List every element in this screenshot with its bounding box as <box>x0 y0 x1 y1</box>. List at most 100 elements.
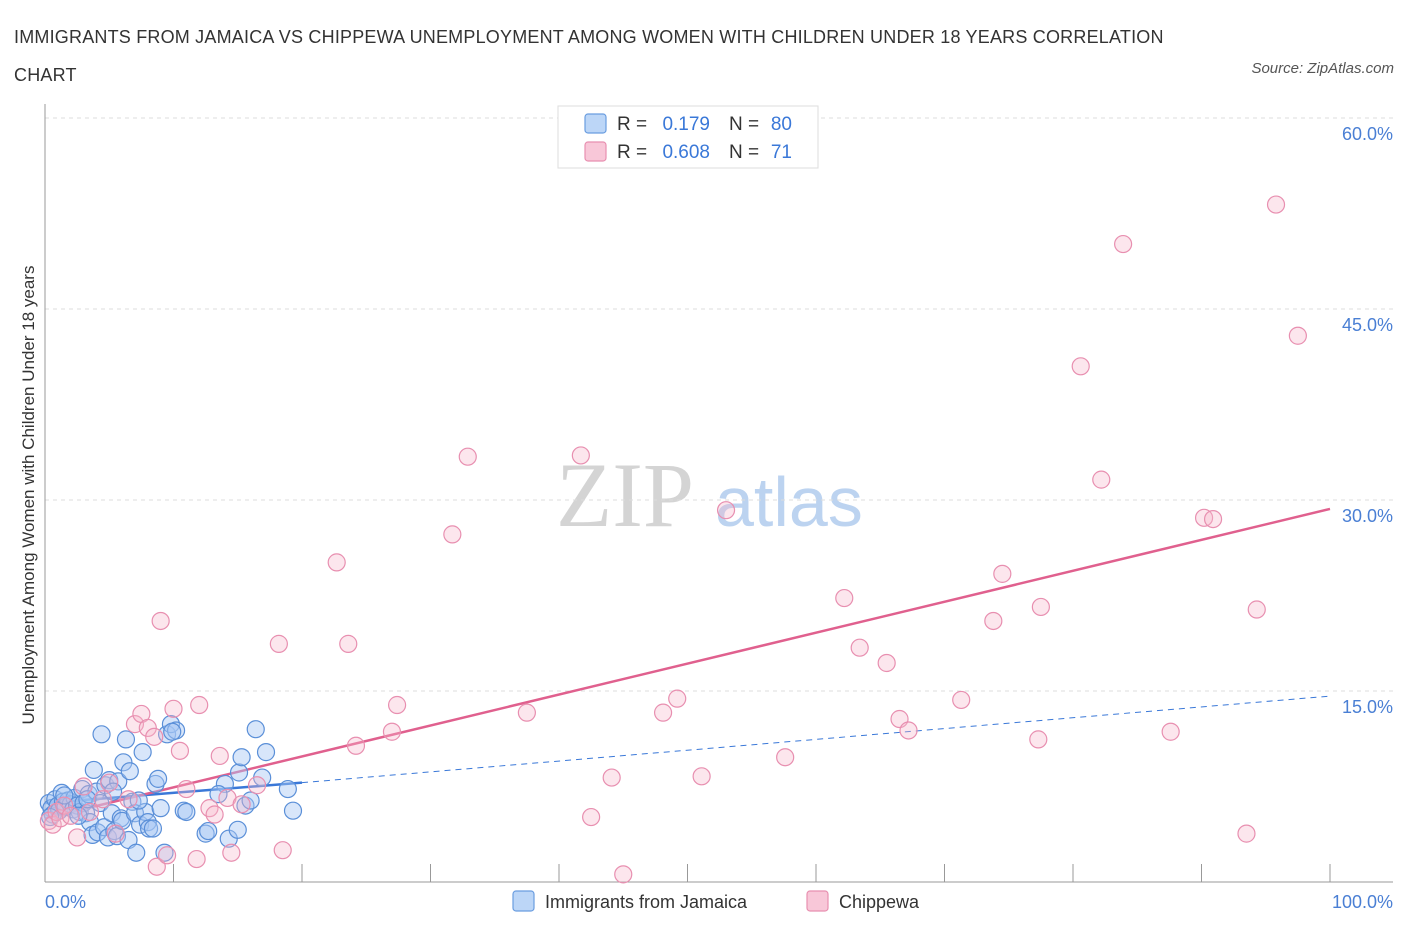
point-jamaica-67 <box>246 720 265 739</box>
point-chippewa-43 <box>582 807 601 827</box>
y-axis-label: Unemployment Among Women with Children U… <box>19 266 38 725</box>
point-jamaica-52 <box>155 843 174 862</box>
point-chippewa-41 <box>517 703 536 722</box>
point-chippewa-12 <box>119 790 138 809</box>
point-chippewa-5 <box>61 806 80 825</box>
point-jamaica-26 <box>95 818 114 837</box>
legend-swatch-blue <box>584 113 607 134</box>
bottom-legend-jamaica: Immigrants from Jamaica <box>545 892 748 912</box>
point-chippewa-66 <box>1203 509 1223 529</box>
point-jamaica-74 <box>104 782 123 801</box>
point-chippewa-24 <box>190 695 209 715</box>
point-chippewa-44 <box>602 768 621 787</box>
point-chippewa-46 <box>653 703 673 722</box>
legend-n-label-1: N = <box>729 114 759 135</box>
point-chippewa-51 <box>835 588 854 608</box>
point-jamaica-63 <box>229 763 249 782</box>
watermark-zip: ZIP <box>556 444 694 546</box>
point-jamaica-42 <box>127 843 146 862</box>
point-chippewa-62 <box>1092 470 1111 489</box>
point-chippewa-37 <box>382 722 402 741</box>
point-chippewa-58 <box>993 564 1012 583</box>
point-jamaica-72 <box>69 806 88 825</box>
trend-chippewa <box>44 507 1331 820</box>
x-tick-label-0: 0.0% <box>45 892 86 912</box>
data-points <box>39 195 1307 884</box>
point-jamaica-49 <box>146 774 165 794</box>
point-chippewa-60 <box>1029 730 1048 749</box>
point-jamaica-60 <box>215 774 234 794</box>
point-chippewa-56 <box>952 690 971 710</box>
point-chippewa-38 <box>387 695 407 715</box>
point-chippewa-70 <box>1288 326 1307 345</box>
source-label: Source: ZipAtlas.com <box>1251 60 1394 77</box>
point-chippewa-7 <box>74 777 93 796</box>
grid-lines <box>45 117 1393 692</box>
legend-r-value-2: 0.608 <box>662 142 710 163</box>
point-chippewa-69 <box>1266 195 1286 214</box>
point-jamaica-39 <box>120 762 139 781</box>
point-jamaica-58 <box>196 824 215 843</box>
point-jamaica-44 <box>133 743 152 762</box>
point-chippewa-21 <box>170 741 190 760</box>
legend-n-label-2: N = <box>729 142 759 163</box>
point-chippewa-16 <box>145 727 164 746</box>
point-chippewa-52 <box>850 638 869 657</box>
point-chippewa-39 <box>443 525 462 544</box>
axes <box>44 104 1393 883</box>
point-chippewa-10 <box>100 773 119 792</box>
point-jamaica-48 <box>143 819 163 838</box>
point-chippewa-47 <box>668 689 687 708</box>
bottom-legend-swatch-pink <box>806 890 829 912</box>
point-chippewa-11 <box>106 824 125 843</box>
point-chippewa-49 <box>716 501 736 520</box>
point-chippewa-17 <box>147 857 166 876</box>
point-chippewa-20 <box>164 699 183 718</box>
point-chippewa-9 <box>93 790 112 809</box>
point-jamaica-64 <box>232 748 251 767</box>
point-jamaica-71 <box>55 786 74 805</box>
point-chippewa-6 <box>68 828 87 847</box>
x-tick-label-1: 100.0% <box>1332 892 1393 912</box>
point-chippewa-4 <box>55 796 74 815</box>
point-chippewa-50 <box>776 748 795 767</box>
point-chippewa-29 <box>222 843 241 862</box>
legend-n-value-2: 71 <box>771 142 792 163</box>
point-chippewa-57 <box>984 611 1003 631</box>
point-jamaica-47 <box>139 819 159 838</box>
point-chippewa-35 <box>339 634 358 653</box>
point-chippewa-27 <box>210 746 229 766</box>
y-tick-label-3: 60.0% <box>1342 124 1393 144</box>
legend-r-label-2: R = <box>617 142 647 163</box>
watermark-atlas: atlas <box>715 463 863 541</box>
point-jamaica-79 <box>283 801 303 820</box>
y-tick-label-1: 30.0% <box>1342 506 1393 526</box>
point-chippewa-42 <box>571 446 590 465</box>
point-chippewa-23 <box>187 849 206 869</box>
bottom-legend-swatch-blue <box>512 890 535 912</box>
point-chippewa-67 <box>1237 824 1256 843</box>
point-chippewa-15 <box>138 718 157 738</box>
point-jamaica-62 <box>228 820 247 839</box>
point-jamaica-69 <box>256 743 276 762</box>
point-jamaica-59 <box>199 821 218 841</box>
point-chippewa-8 <box>80 802 100 822</box>
tick-labels: 15.0% 30.0% 45.0% 60.0% 0.0% 100.0% <box>45 124 1393 912</box>
point-chippewa-64 <box>1161 722 1180 741</box>
point-chippewa-19 <box>157 846 177 865</box>
legend-r-value-1: 0.179 <box>662 114 710 135</box>
point-jamaica-37 <box>116 730 136 749</box>
trend-jamaica-dashed <box>301 695 1331 784</box>
point-chippewa-63 <box>1114 234 1133 254</box>
point-jamaica-77 <box>209 785 228 804</box>
point-chippewa-31 <box>247 776 267 795</box>
point-jamaica-78 <box>278 779 297 799</box>
legend-n-value-1: 80 <box>771 114 792 135</box>
point-jamaica-51 <box>151 799 170 818</box>
point-jamaica-21 <box>84 760 103 780</box>
point-chippewa-48 <box>692 767 711 786</box>
point-chippewa-40 <box>458 447 477 466</box>
point-chippewa-18 <box>151 611 170 631</box>
point-jamaica-36 <box>114 753 133 772</box>
